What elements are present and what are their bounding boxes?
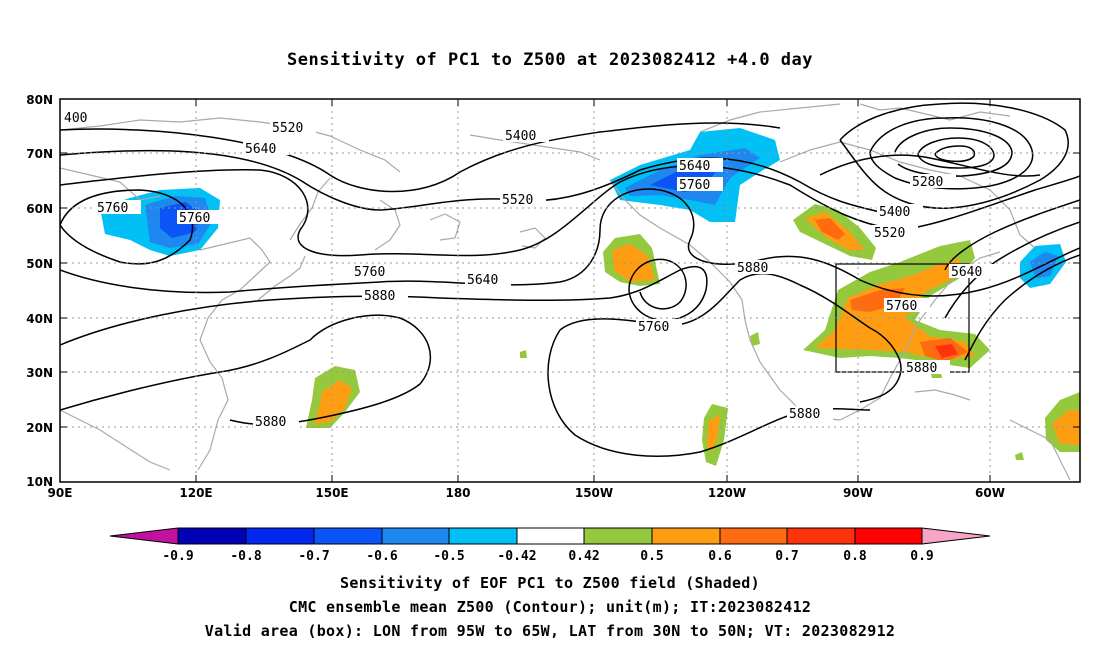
colorbar-swatch xyxy=(517,528,584,544)
lat-label: 30N xyxy=(26,366,53,380)
contour-label: 5640 xyxy=(245,142,276,157)
colorbar-swatch xyxy=(178,528,246,544)
colorbar-swatch xyxy=(855,528,922,544)
lat-label: 10N xyxy=(26,475,53,489)
contour-label: 5760 xyxy=(679,178,710,193)
colorbar-swatch xyxy=(652,528,720,544)
lat-axis: 80N 70N 60N 50N 40N 30N 20N 10N xyxy=(26,93,53,489)
contour-label: 5760 xyxy=(179,211,210,226)
lon-label: 150E xyxy=(315,486,348,500)
lat-label: 50N xyxy=(26,257,53,271)
lon-label: 150W xyxy=(575,486,613,500)
contour-label: 5880 xyxy=(737,261,768,276)
colorbar-label: 0.6 xyxy=(708,549,732,564)
contour-label: 5400 xyxy=(505,129,536,144)
colorbar-swatch xyxy=(382,528,449,544)
lat-label: 60N xyxy=(26,202,53,216)
colorbar-swatch xyxy=(787,528,855,544)
colorbar-label: 0.42 xyxy=(568,549,599,564)
colorbar-swatch xyxy=(720,528,787,544)
contour-label: 5760 xyxy=(638,320,669,335)
contour-label: 5880 xyxy=(364,289,395,304)
contour-label: 5640 xyxy=(467,273,498,288)
lon-label: 120W xyxy=(708,486,746,500)
lat-label: 70N xyxy=(26,147,53,161)
contour-label: 5520 xyxy=(874,226,905,241)
contour-label: 5760 xyxy=(354,265,385,280)
contour-label: 5520 xyxy=(272,121,303,136)
colorbar-label: -0.7 xyxy=(298,549,329,564)
caption-contour: CMC ensemble mean Z500 (Contour); unit(m… xyxy=(288,598,812,616)
colorbar-label: 0.9 xyxy=(910,549,933,564)
contour-label: 5640 xyxy=(679,159,710,174)
colorbar-label: 0.8 xyxy=(843,549,867,564)
contour-label: 5520 xyxy=(502,193,533,208)
map-frame xyxy=(59,98,1081,483)
caption-shaded: Sensitivity of EOF PC1 to Z500 field (Sh… xyxy=(340,574,760,592)
lon-axis: 90E 120E 150E 180 150W 120W 90W 60W xyxy=(48,486,1005,500)
lon-label: 60W xyxy=(975,486,1005,500)
colorbar-swatch xyxy=(314,528,382,544)
map-title: Sensitivity of PC1 to Z500 at 2023082412… xyxy=(286,50,813,70)
colorbar-label: -0.9 xyxy=(162,549,193,564)
colorbar-label: 0.5 xyxy=(640,549,663,564)
colorbar-label: -0.8 xyxy=(230,549,261,564)
lat-label: 40N xyxy=(26,312,53,326)
lon-label: 120E xyxy=(179,486,212,500)
contour-label: 5760 xyxy=(886,299,917,314)
colorbar-swatch xyxy=(449,528,517,544)
contour-label: 5760 xyxy=(97,201,128,216)
contour-label: 5280 xyxy=(912,175,943,190)
colorbar-over-arrow xyxy=(922,528,990,544)
colorbar-label: -0.42 xyxy=(497,549,536,564)
lon-label: 180 xyxy=(445,486,470,500)
colorbar-label: 0.7 xyxy=(775,549,798,564)
colorbar-label: -0.5 xyxy=(433,549,464,564)
colorbar-swatch xyxy=(584,528,652,544)
colorbar-label: -0.6 xyxy=(366,549,397,564)
colorbar: -0.9 -0.8 -0.7 -0.6 -0.5 -0.42 0.42 0.5 … xyxy=(109,527,991,564)
caption-valid-area: Valid area (box): LON from 95W to 65W, L… xyxy=(204,622,896,640)
lon-label: 90E xyxy=(48,486,73,500)
gridlines xyxy=(60,99,1080,482)
lon-label: 90W xyxy=(843,486,873,500)
colorbar-under-arrow xyxy=(110,528,178,544)
contour-label: 5640 xyxy=(951,265,982,280)
lat-label: 20N xyxy=(26,421,53,435)
colorbar-swatch xyxy=(246,528,314,544)
contour-label: 5880 xyxy=(906,361,937,376)
contour-label: 5880 xyxy=(789,407,820,422)
contour-label: 5880 xyxy=(255,415,286,430)
z500-contours xyxy=(60,102,1080,458)
lat-label: 80N xyxy=(26,93,53,107)
contour-labels: 400 5520 5640 5400 5760 5760 5520 5640 5… xyxy=(62,110,995,430)
coastlines xyxy=(60,103,1071,481)
contour-label: 400 xyxy=(64,111,87,126)
axis-ticks xyxy=(60,98,1080,483)
contour-label: 5400 xyxy=(879,205,910,220)
